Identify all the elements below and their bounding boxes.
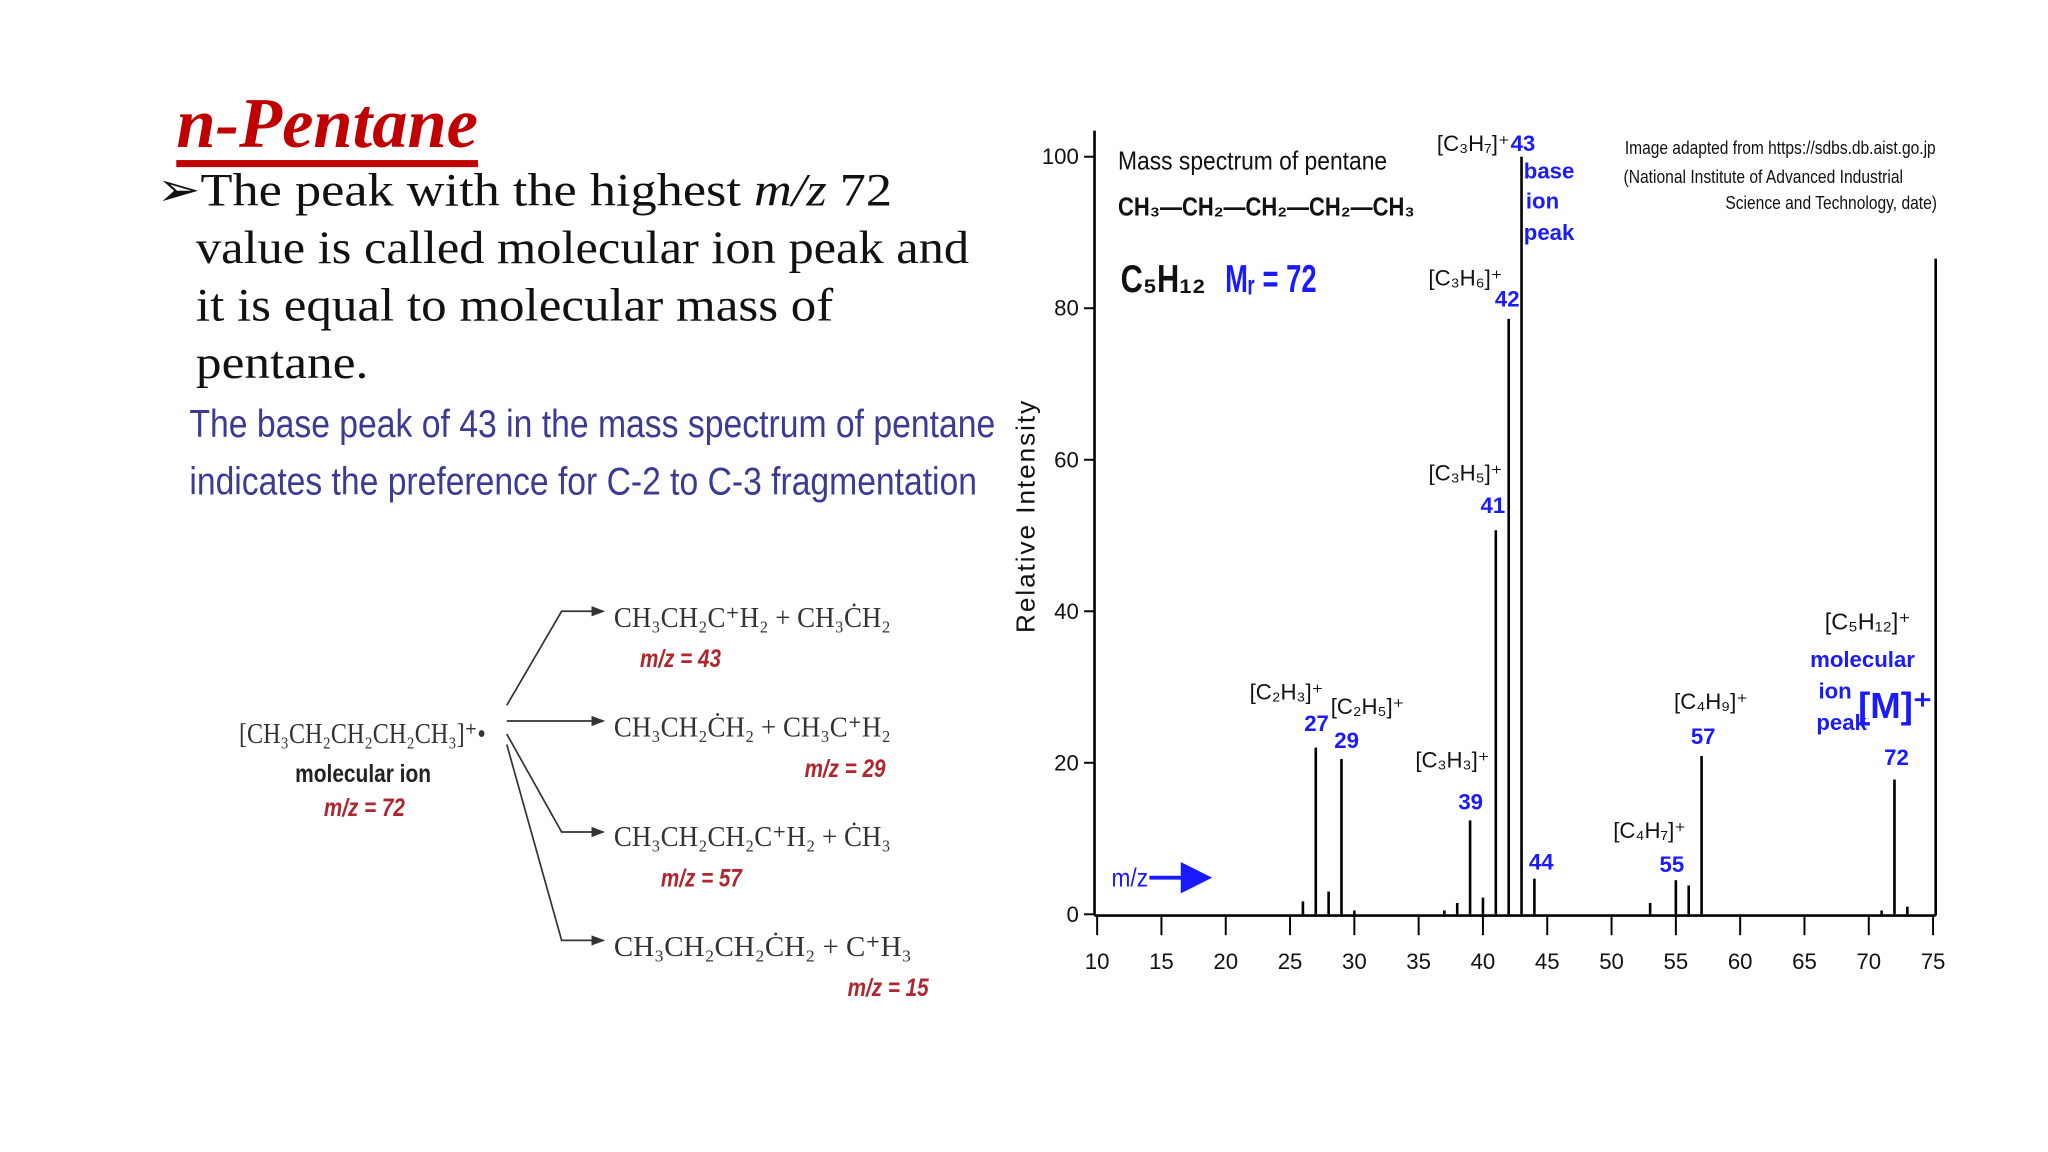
- peak-annotation: [C₄H₉]⁺: [1674, 689, 1748, 714]
- peak-annotation: 42: [1495, 287, 1520, 312]
- bullet-line: ➢ The peak with the highest m/z 72: [157, 165, 892, 217]
- product-formula: CH₃CH₂CH₂C⁺H₂ + ĊH₃: [614, 821, 891, 853]
- y-tick-label: 20: [1054, 750, 1079, 775]
- peak-annotation: peak: [1816, 710, 1867, 735]
- product-formula: CH₃CH₂CH₂ĊH₂ + C⁺H₃: [614, 931, 912, 963]
- parent-ion: [CH₃CH₂CH₂CH₂CH₃]⁺•: [239, 718, 486, 750]
- x-tick-label: 30: [1342, 949, 1367, 974]
- x-tick-label: 60: [1728, 949, 1753, 974]
- peak-annotation: molecular: [1810, 647, 1915, 672]
- x-tick-label: 75: [1921, 949, 1946, 974]
- peak-annotation: [C₃H₆]⁺: [1428, 266, 1502, 291]
- peak-annotation: [C₂H₃]⁺: [1250, 680, 1324, 705]
- x-tick-label: 35: [1406, 949, 1431, 974]
- peak-annotation: [M]⁺: [1858, 685, 1932, 726]
- bullet-text: m/z: [754, 165, 827, 217]
- x-tick-label: 65: [1792, 949, 1817, 974]
- x-tick-label: 10: [1085, 949, 1110, 974]
- peak-annotation: 29: [1334, 728, 1359, 753]
- products: CH₃CH₂C⁺H₂ + CH₃ĊH₂ m/z = 43 CH₃CH₂ĊH₂ + C…: [614, 602, 930, 1002]
- product-formula: CH₃CH₂ĊH₂ + CH₃C⁺H₂: [614, 712, 891, 744]
- x-tick-label: 70: [1856, 949, 1881, 974]
- note-line: indicates the preference for C-2 to C-3 …: [189, 460, 977, 503]
- peak-annotation: 55: [1659, 852, 1684, 877]
- bullet-text: 72: [827, 165, 892, 217]
- parent-mz: m/z = 72: [324, 795, 405, 822]
- x-tick-label: 20: [1213, 949, 1238, 974]
- peak-annotation: 44: [1529, 850, 1554, 875]
- note-line: The base peak of 43 in the mass spectrum…: [189, 403, 995, 446]
- peak-annotation: 27: [1304, 711, 1329, 736]
- chart-title: Mass spectrum of pentane: [1118, 146, 1387, 176]
- credit: Science and Technology, date): [1725, 192, 1937, 213]
- product-mz: m/z = 57: [661, 866, 743, 893]
- y-axis-label: Relative Intensity: [1010, 399, 1040, 633]
- arrow: [506, 733, 606, 838]
- mass-label: Mᵣ = 72: [1225, 258, 1316, 301]
- peak-annotation: 72: [1884, 745, 1909, 770]
- y-tick-label: 0: [1067, 902, 1079, 927]
- structure: CH₃—CH₂—CH₂—CH₂—CH₃: [1118, 191, 1414, 221]
- credit: (National Institute of Advanced Industri…: [1624, 166, 1904, 187]
- peak-annotation: [C₅H₁₂]⁺: [1825, 609, 1911, 635]
- arrow: [506, 606, 606, 706]
- peak-annotation: [C₂H₅]⁺: [1331, 694, 1405, 719]
- peak-annotation: ion: [1526, 189, 1559, 214]
- bullet-line: it is equal to molecular mass of: [196, 280, 834, 332]
- bullet-symbol: ➢: [157, 165, 201, 217]
- fragmentation-scheme: [CH₃CH₂CH₂CH₂CH₃]⁺• molecular ion m/z = …: [239, 602, 930, 1002]
- formula: C₅H₁₂: [1121, 258, 1206, 301]
- credit: Image adapted from https://sdbs.db.aist.…: [1625, 137, 1936, 158]
- parent-name: molecular ion: [295, 761, 431, 788]
- peak-annotation: base: [1524, 159, 1575, 184]
- product-mz: m/z = 15: [848, 975, 930, 1002]
- bullet-line: pentane.: [196, 337, 368, 389]
- peak-annotation: [C₃H₅]⁺: [1428, 460, 1502, 485]
- chart: 0 20 40 60 80 100 10 15 20 25 30 35 40 45 50 55 60 65 70 75…: [1010, 130, 1946, 974]
- x-tick-label: 40: [1471, 949, 1496, 974]
- x-axis-label: m/z: [1112, 863, 1149, 893]
- x-tick-label: 55: [1664, 949, 1689, 974]
- peak-annotation: 39: [1458, 789, 1483, 814]
- product-mz: m/z = 43: [640, 646, 721, 673]
- peak-annotation: [C₃H₃]⁺: [1415, 748, 1489, 773]
- x-tick-label: 25: [1278, 949, 1303, 974]
- peak-annotation: [C₃H₇]⁺: [1437, 131, 1510, 156]
- peak-annotation: [C₄H₇]⁺: [1613, 818, 1686, 843]
- peak-annotation: 57: [1691, 724, 1716, 749]
- arrow: [505, 744, 606, 946]
- x-tick-label: 50: [1599, 949, 1624, 974]
- y-tick-label: 80: [1054, 296, 1079, 321]
- y-tick-label: 40: [1054, 599, 1079, 624]
- bullet-line: value is called molecular ion peak and: [196, 222, 969, 274]
- peak-annotation: peak: [1524, 220, 1575, 245]
- product-mz: m/z = 29: [805, 756, 886, 783]
- peak-annotation: 43: [1511, 131, 1536, 156]
- slide-title: n-Pentane: [176, 85, 478, 163]
- peak-annotation: ion: [1818, 678, 1851, 703]
- y-tick-label: 60: [1054, 447, 1079, 472]
- peak-annotation: 41: [1481, 493, 1506, 518]
- y-tick-label: 100: [1042, 144, 1079, 169]
- x-tick-label: 15: [1149, 949, 1174, 974]
- x-tick-label: 45: [1535, 949, 1560, 974]
- product-formula: CH₃CH₂C⁺H₂ + CH₃ĊH₂: [614, 602, 891, 634]
- bullet-text: The peak with the highest: [201, 165, 754, 217]
